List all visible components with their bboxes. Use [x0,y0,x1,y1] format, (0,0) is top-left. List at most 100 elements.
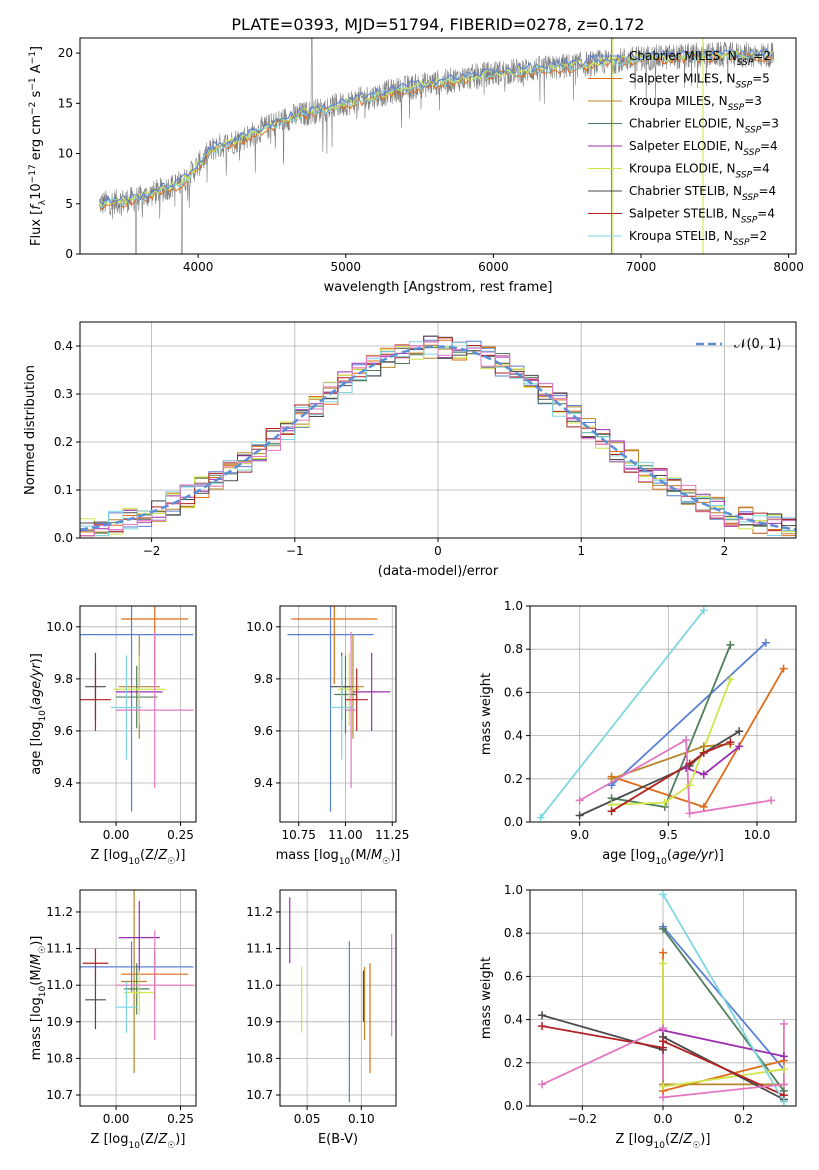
x-tick-label: 2 [721,544,729,558]
x-tick-label: 1 [577,544,585,558]
axes-frame [279,889,397,1107]
x-tick-label: 7000 [626,260,657,274]
x-axis-label: mass [log10(M/M☉)] [276,848,401,867]
plot-area [80,606,194,812]
weight-marker [660,798,669,807]
legend-label: Chabrier STELIB, NSSP=4 [629,184,776,203]
y-tick-label: 11.2 [46,905,73,919]
axes-frame [79,605,197,823]
weight-line [662,928,785,1092]
legend-label: Kroupa STELIB, NSSP=2 [629,229,767,248]
legend-label: 𝒩(0, 1) [734,337,781,352]
y-axis-label: age [log10(age/yr)] [29,653,48,775]
y-tick-label: 1.0 [504,599,523,613]
weight-marker [735,742,744,751]
y-tick-label: 10.9 [46,1015,73,1029]
axes-residual-hist: −2 −1 0 1 2 0.0 0.1 0.2 0.3 0.4 (data-model)/error… [23,321,797,579]
model-spectrum-line [98,47,773,205]
y-axis-label: mass weight [479,673,494,755]
x-tick-label: 6000 [478,260,509,274]
weight-marker [536,813,545,822]
weight-line [611,679,732,806]
weight-marker [779,1019,788,1028]
x-tick-label: 11.25 [375,828,409,842]
weight-marker [761,638,770,647]
x-tick-label: 0 [434,544,442,558]
y-tick-label: 0.2 [504,1056,523,1070]
y-tick-label: 10.9 [246,1015,273,1029]
y-tick-label: 0.0 [54,531,73,545]
x-tick-label: 8000 [773,260,804,274]
x-tick-label: 4000 [183,260,214,274]
x-axis-label: wavelength [Angstrom, rest frame] [324,280,553,295]
weight-marker [767,796,776,805]
weight-marker [538,1022,547,1031]
axes-mass-vs-EBV: 0.05 0.10 10.7 10.8 10.9 11.0 11.1 11.2 E(B-V) [246,889,397,1147]
y-axis-label: Normed distribution [23,365,38,495]
x-axis-label: (data-model)/error [378,564,499,579]
y-tick-label: 9.8 [254,672,273,686]
y-tick-label: 10.7 [46,1088,73,1102]
legend-label: Kroupa MILES, NSSP=3 [629,94,762,113]
y-tick-label: 11.1 [46,942,73,956]
axes-age-vs-Z: 0.00 0.25 9.4 9.6 9.8 10.0 Z [log10(Z/Z☉)] age … [29,605,197,867]
y-tick-label: 0.0 [504,815,523,829]
y-tick-label: 0 [65,247,73,261]
y-tick-label: 9.4 [54,776,73,790]
weight-marker [685,759,694,768]
plot-area [80,335,796,537]
y-tick-label: 11.1 [246,942,273,956]
legend-label: Chabrier ELODIE, NSSP=3 [629,117,779,136]
weight-marker [659,1093,667,1102]
x-tick-label: −2 [143,544,161,558]
y-tick-label: 0.4 [504,1013,523,1027]
weight-marker [779,1052,788,1061]
weight-marker [726,738,735,747]
y-tick-label: 0.0 [504,1099,523,1113]
model-spectrum-line [98,50,773,209]
x-tick-label: 0.0 [653,1112,672,1126]
axes-frame [529,605,797,823]
x-tick-label: 10.0 [744,828,771,842]
y-tick-label: 15 [58,96,73,110]
y-tick-label: 11.2 [246,905,273,919]
plot-area [287,606,391,812]
y-tick-label: 0.3 [54,387,73,401]
y-tick-label: 0.2 [504,772,523,786]
y-tick-label: 10 [58,147,73,161]
weight-marker [685,809,694,818]
y-tick-label: 0.6 [504,969,523,983]
weight-marker [659,959,667,968]
y-tick-label: 0.4 [504,729,523,743]
weight-line [610,642,767,786]
legend-label: Salpeter STELIB, NSSP=4 [629,207,775,226]
y-tick-label: 0.1 [54,483,73,497]
weight-marker [779,664,788,673]
weight-marker [659,1082,667,1091]
y-tick-label: 10.0 [46,620,73,634]
x-tick-label: 9.5 [659,828,678,842]
y-tick-label: 11.0 [246,978,273,992]
weight-marker [659,1037,667,1046]
x-tick-label: 0.25 [167,828,194,842]
plot-area [539,609,785,819]
x-tick-label: 0.10 [348,1112,375,1126]
y-tick-label: 1.0 [504,883,523,897]
x-axis-label: E(B-V) [318,1132,358,1147]
weight-line [662,893,785,1103]
weight-marker [659,1024,667,1033]
y-tick-label: 10.7 [246,1088,273,1102]
weight-marker [682,735,691,744]
weight-line [611,668,785,808]
weight-line [579,738,772,815]
x-tick-label: 0.2 [734,1112,753,1126]
y-tick-label: 11.0 [46,978,73,992]
x-tick-label: −1 [286,544,304,558]
y-axis-label: Flux [fλ10−17 erg cm−2 s−1 A−1] [28,46,48,246]
x-tick-label: 5000 [330,260,361,274]
normal-curve [80,345,796,531]
x-tick-label: 0.25 [167,1112,194,1126]
weight-marker [659,948,667,957]
y-tick-label: 0.4 [54,339,73,353]
